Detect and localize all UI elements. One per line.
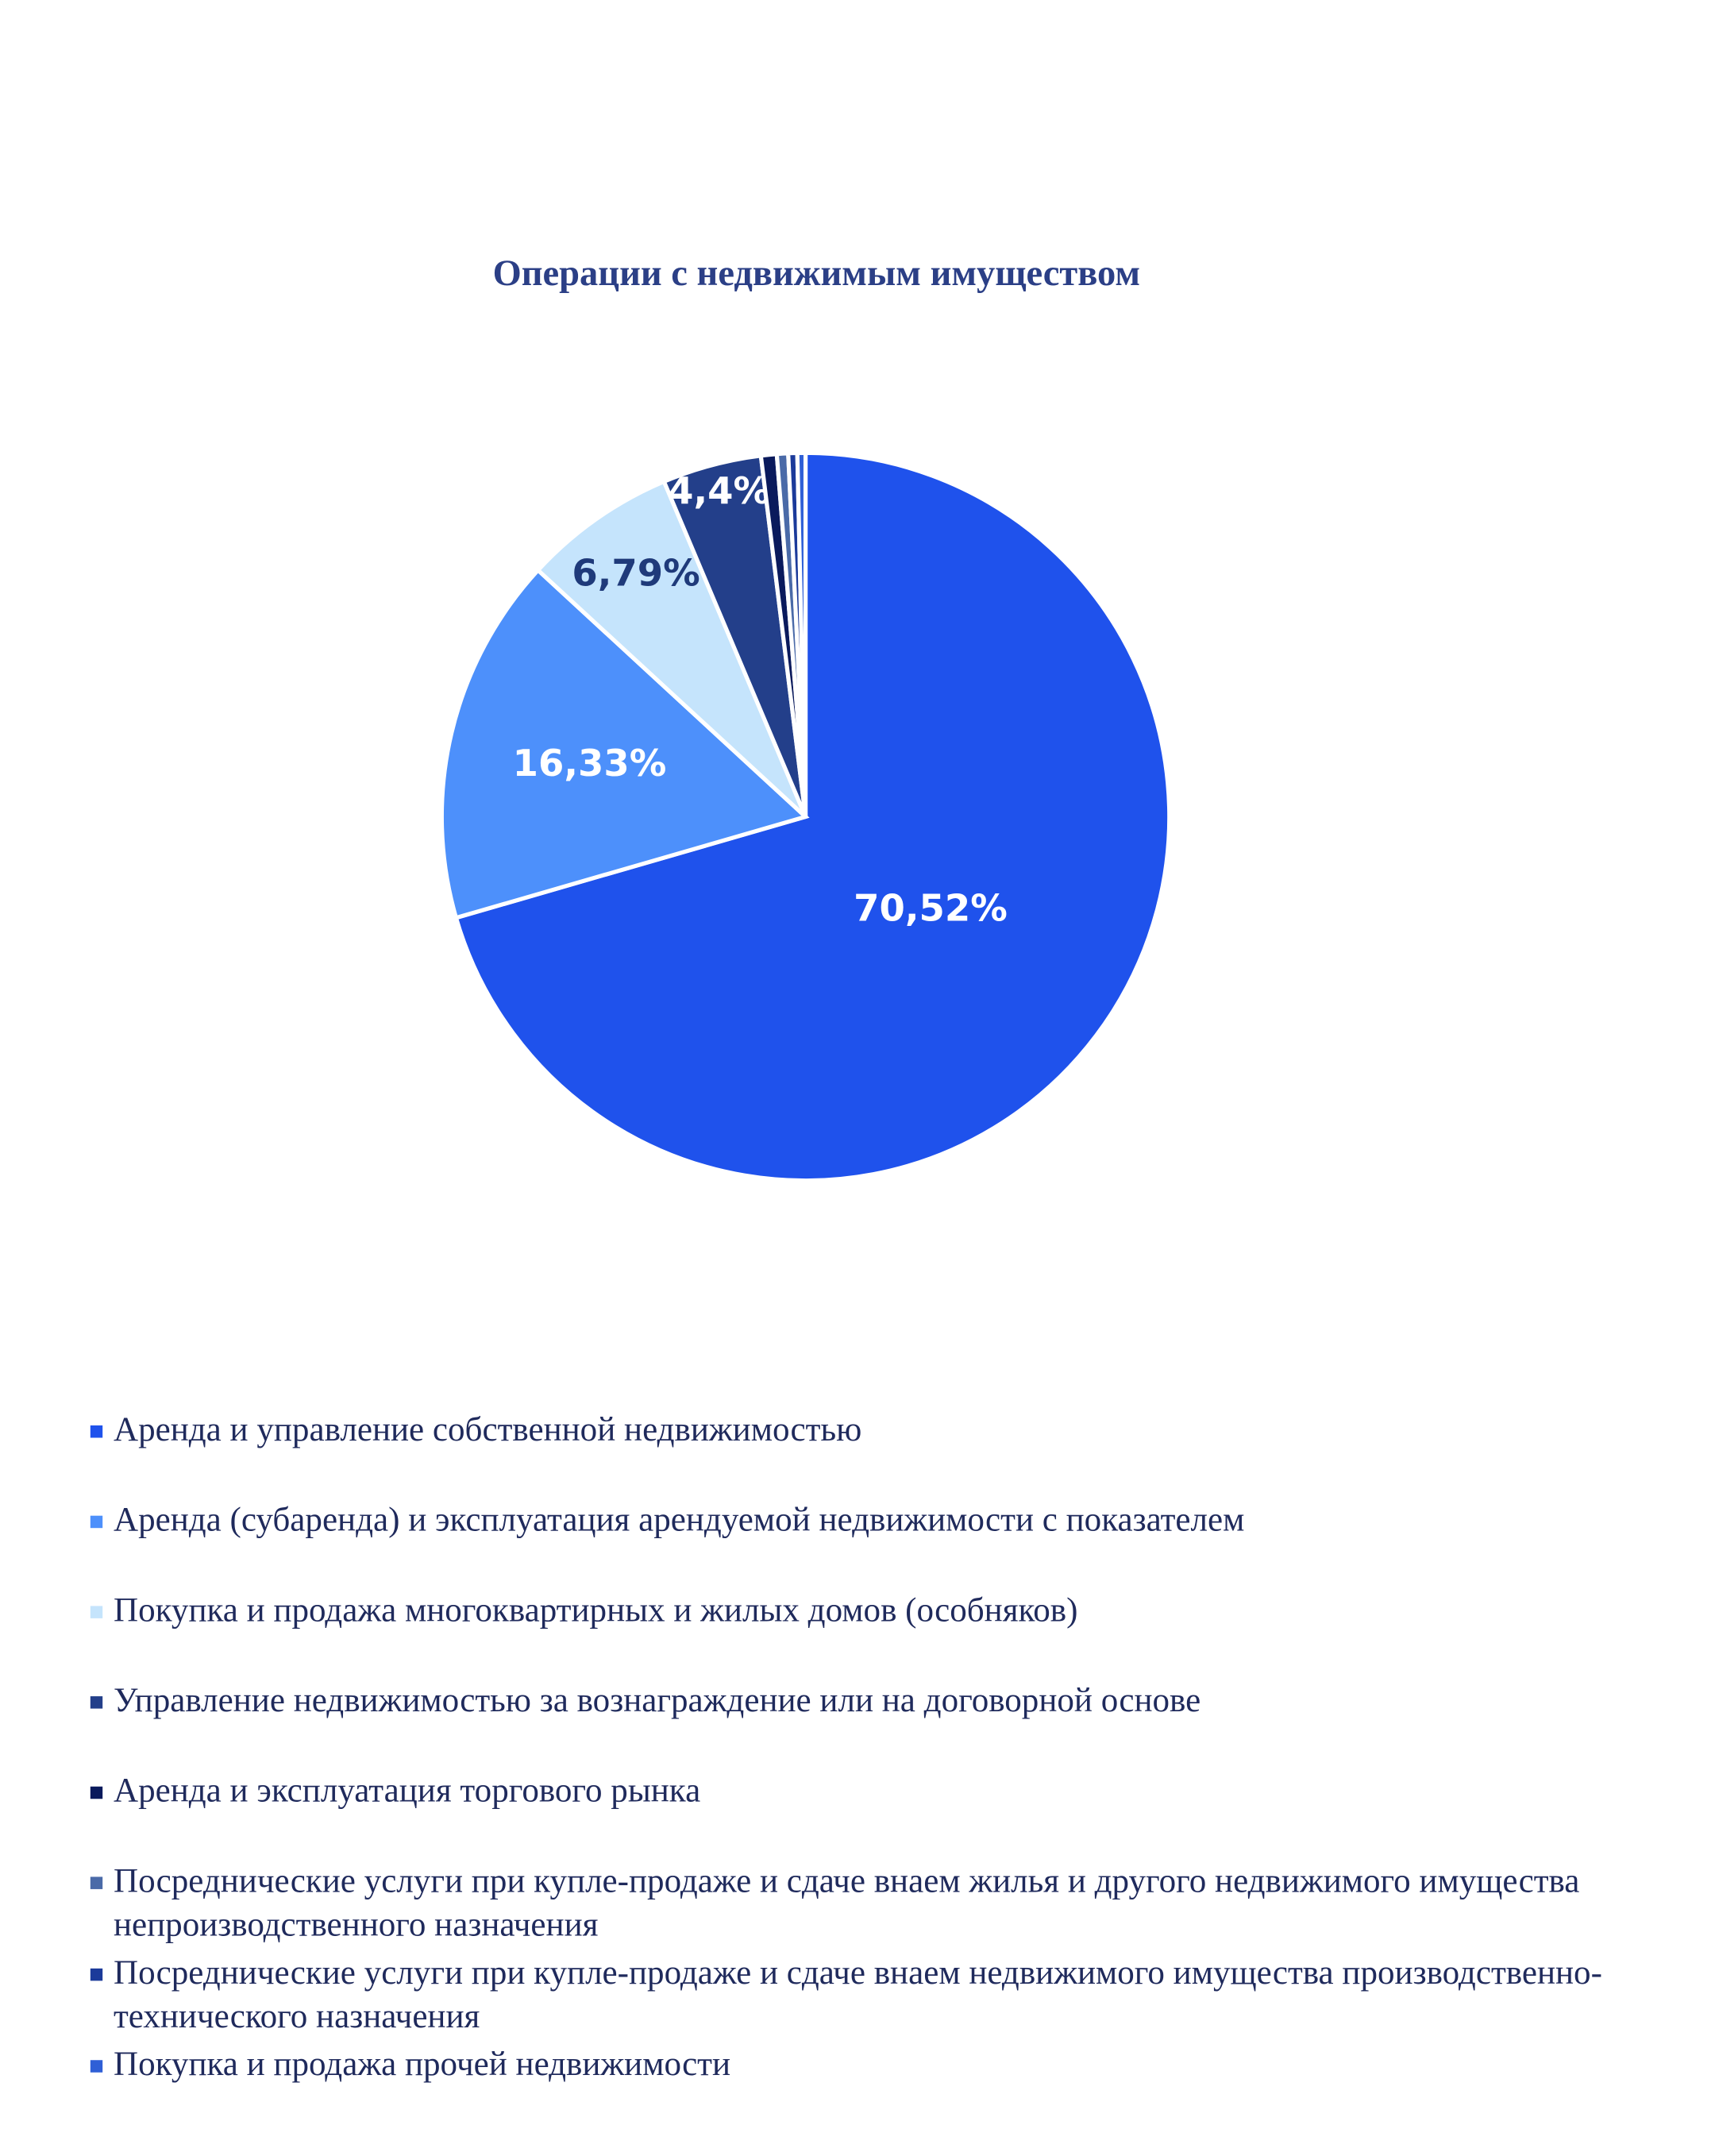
legend-swatch [90,1968,103,1981]
pie: 70,52% 16,33% 6,79% 4,4% [439,450,1172,1183]
legend-item: Покупка и продажа многоквартирных и жилы… [90,1590,1618,1633]
chart-title: Операции с недвижимым имуществом [493,253,1141,294]
legend-label: Посреднические услуги при купле-продаже … [113,1954,1602,2036]
data-label: 4,4% [668,469,770,512]
legend-item: Аренда и управление собственной недвижим… [90,1409,1618,1452]
legend-label: Управление недвижимостью за вознагражден… [113,1682,1201,1720]
legend-label: Покупка и продажа многоквартирных и жилы… [113,1592,1078,1630]
legend-swatch [90,1606,103,1618]
legend-label: Посреднические услуги при купле-продаже … [113,1863,1580,1944]
legend-swatch [90,1515,103,1529]
pie-slice [453,450,1172,1183]
legend-label: Аренда (субаренда) и эксплуатация аренду… [113,1502,1245,1539]
legend-label: Аренда и эксплуатация торгового рынка [113,1772,701,1811]
legend-item: Аренда (субаренда) и эксплуатация аренду… [90,1499,1618,1543]
legend-swatch [90,2060,103,2073]
legend-item: Посреднические услуги при купле-продаже … [90,1952,1618,2039]
pie-slice [795,450,808,817]
legend-item: Аренда и эксплуатация торгового рынка [90,1770,1618,1814]
legend: Аренда и управление собственной недвижим… [90,1409,1705,2088]
legend-item: Посреднические услуги при купле-продаже … [90,1861,1618,1948]
data-label: 70,52% [854,886,1008,929]
legend-box: Аренда и управление собственной недвижим… [90,1409,1705,2088]
data-label: 16,33% [513,742,667,785]
legend-swatch [90,1786,103,1799]
legend-item: Управление недвижимостью за вознагражден… [90,1680,1618,1723]
legend-swatch [90,1425,103,1438]
legend-swatch [90,1696,103,1709]
data-label: 6,79% [572,551,699,594]
pie-slice [534,479,807,819]
pie-slice [439,567,810,920]
legend-item: Покупка и продажа прочей недвижимости [90,2044,1618,2088]
legend-label: Аренда и управление собственной недвижим… [113,1411,862,1449]
legend-swatch [90,1876,103,1889]
legend-label: Покупка и продажа прочей недвижимости [113,2046,731,2084]
